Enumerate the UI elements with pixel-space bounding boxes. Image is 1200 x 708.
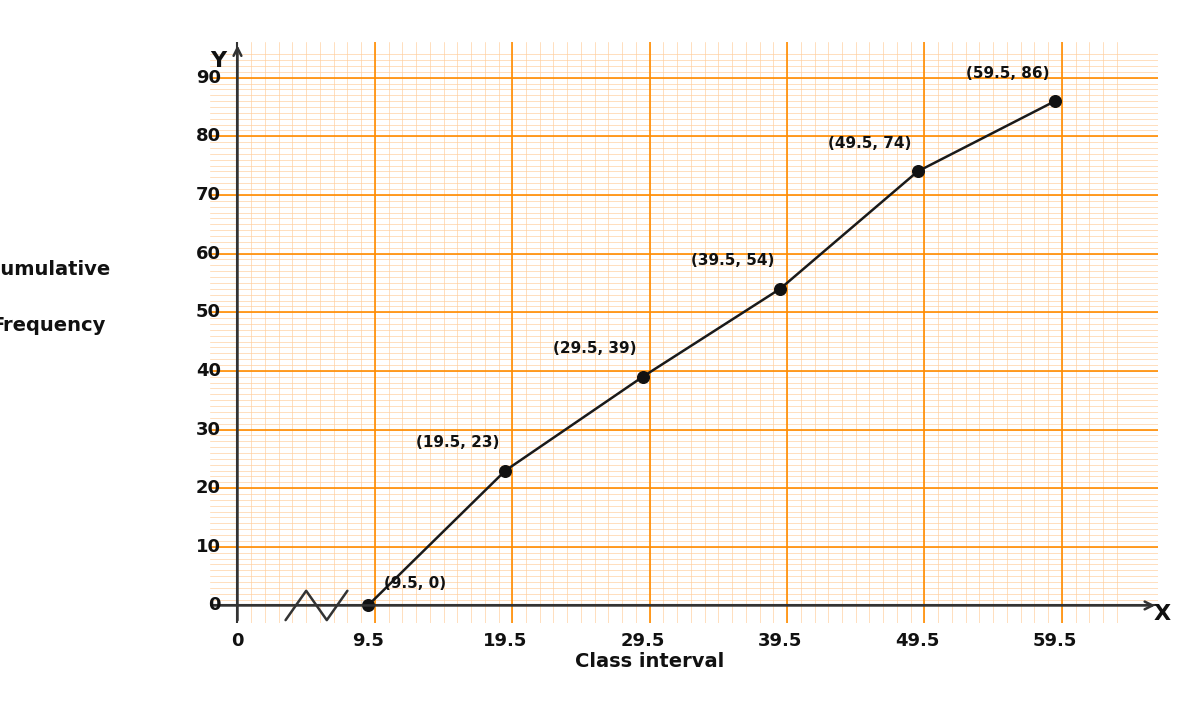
Text: (29.5, 39): (29.5, 39) [553, 341, 637, 356]
Point [1045, 96, 1064, 107]
Text: Class interval: Class interval [575, 651, 725, 670]
Point [359, 600, 378, 611]
Text: (19.5, 23): (19.5, 23) [416, 435, 499, 450]
Text: 40: 40 [196, 362, 221, 380]
Text: Frequency: Frequency [0, 316, 106, 335]
Text: (39.5, 54): (39.5, 54) [691, 253, 774, 268]
Text: 29.5: 29.5 [620, 632, 665, 650]
Text: (59.5, 86): (59.5, 86) [966, 66, 1049, 81]
Text: (9.5, 0): (9.5, 0) [384, 576, 446, 590]
Text: 0: 0 [209, 596, 221, 615]
Text: 60: 60 [196, 244, 221, 263]
Text: 9.5: 9.5 [352, 632, 384, 650]
Text: 90: 90 [196, 69, 221, 86]
Text: 10: 10 [196, 538, 221, 556]
Text: 70: 70 [196, 186, 221, 204]
Text: 49.5: 49.5 [895, 632, 940, 650]
Text: Cumulative: Cumulative [0, 260, 110, 278]
Point [770, 283, 790, 295]
Point [634, 371, 653, 382]
Point [908, 166, 928, 177]
Text: 50: 50 [196, 303, 221, 321]
Text: 20: 20 [196, 479, 221, 497]
Text: 39.5: 39.5 [758, 632, 803, 650]
Text: (49.5, 74): (49.5, 74) [828, 136, 912, 151]
Text: 19.5: 19.5 [484, 632, 528, 650]
Text: 80: 80 [196, 127, 221, 145]
Text: 59.5: 59.5 [1033, 632, 1078, 650]
Text: X: X [1154, 604, 1171, 624]
Text: 0: 0 [232, 632, 244, 650]
Text: 30: 30 [196, 421, 221, 438]
Text: Y: Y [210, 51, 227, 72]
Point [496, 465, 515, 476]
